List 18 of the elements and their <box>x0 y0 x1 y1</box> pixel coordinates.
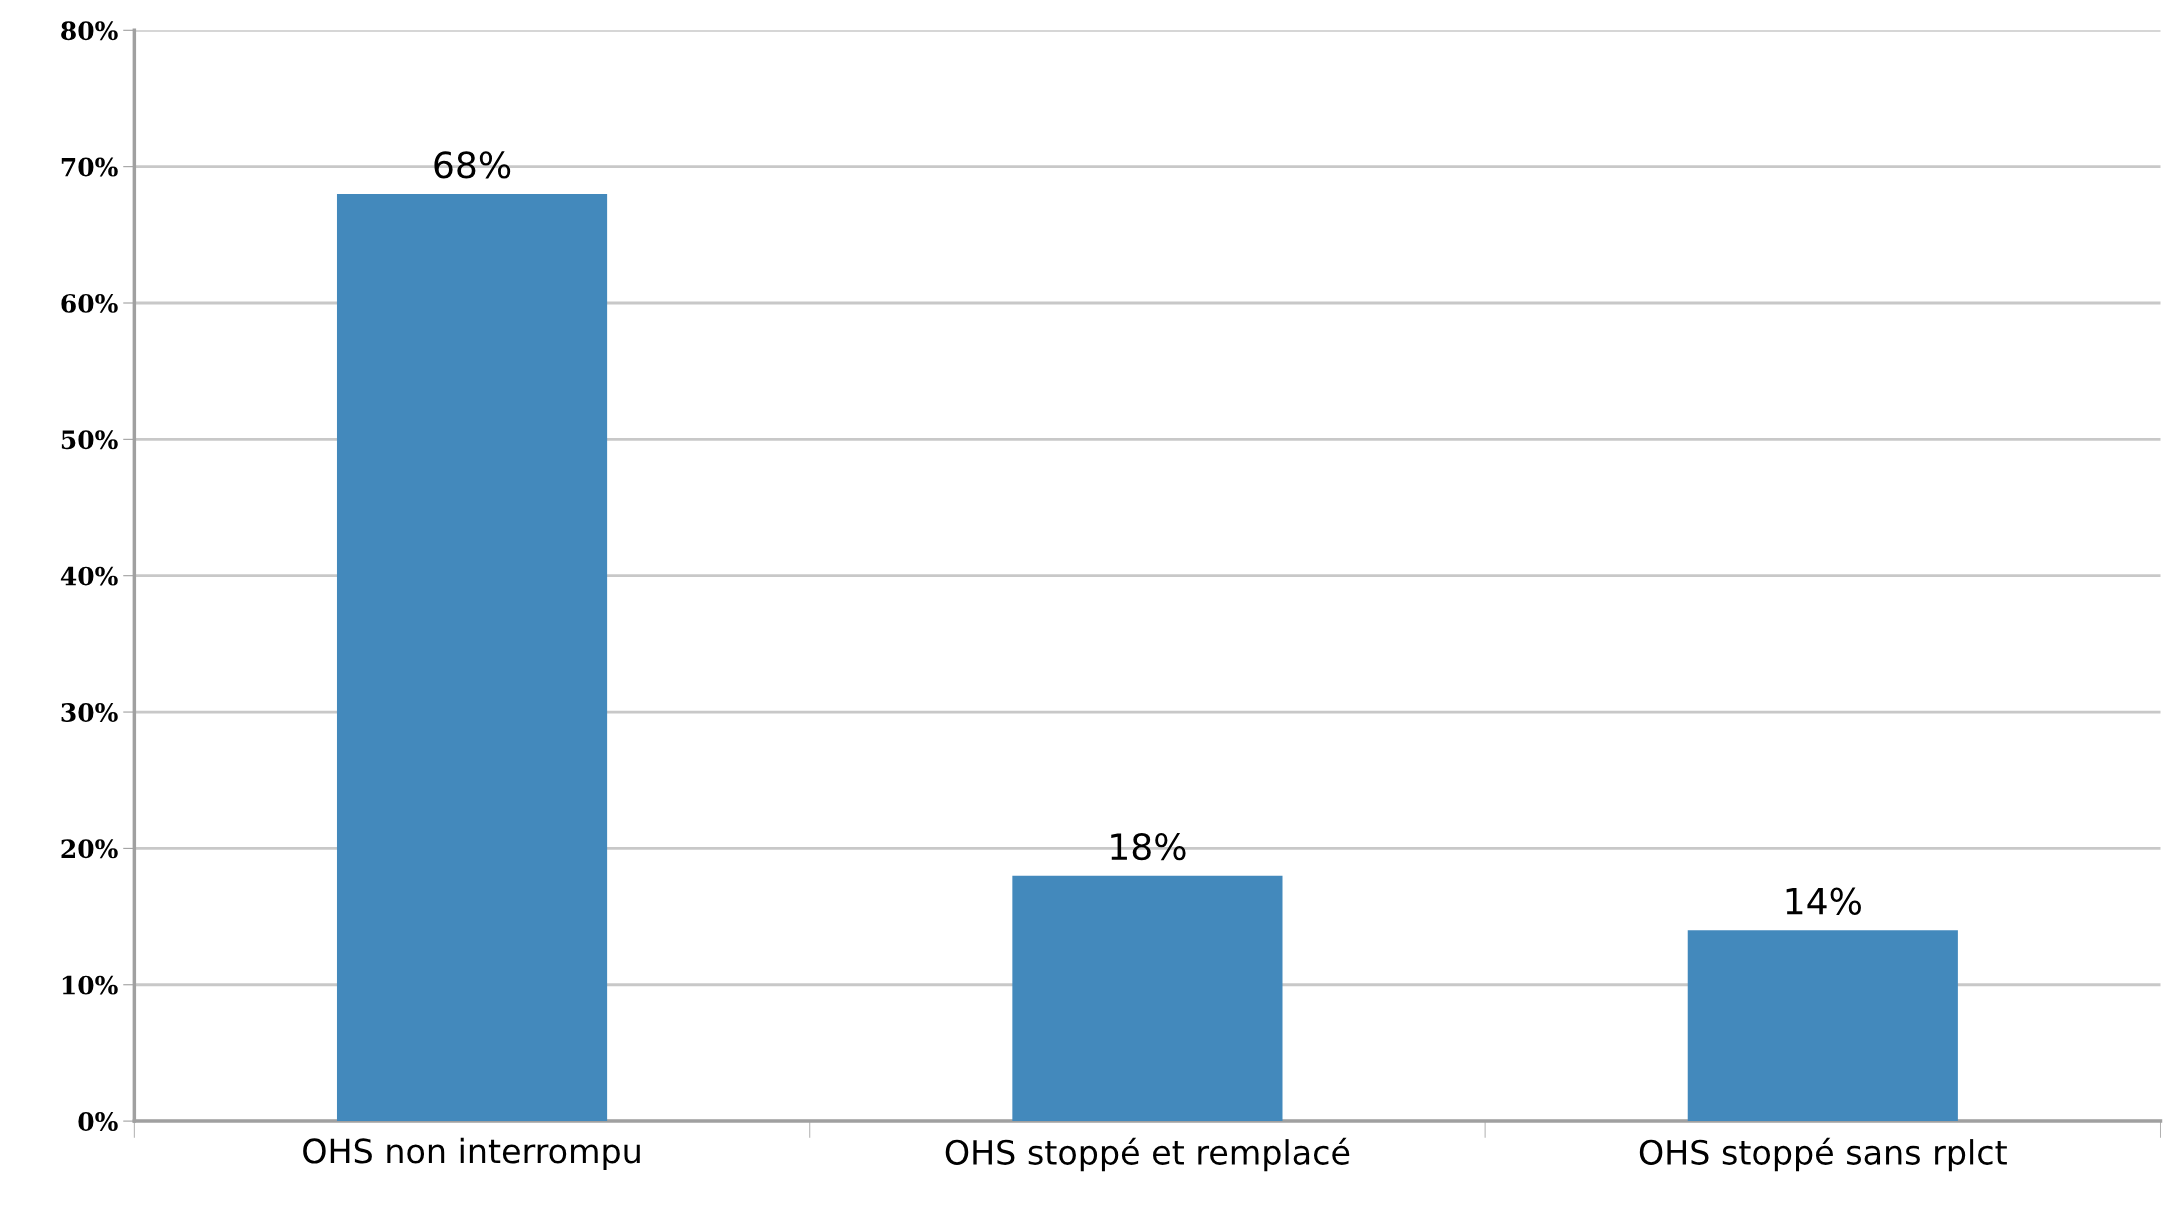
x-tick-label: OHS non interrompu <box>303 1137 640 1171</box>
y-tick-label: 50% <box>61 430 118 450</box>
data-label: 18% <box>1111 833 1186 861</box>
y-tick-label: 40% <box>60 566 118 586</box>
y-tick-label: 80% <box>61 21 118 41</box>
bar <box>336 193 608 1122</box>
x-tick-label: OHS stoppé sans rplct <box>1639 1137 2007 1172</box>
data-label: 68% <box>434 151 511 179</box>
y-tick-label: 10% <box>62 975 118 995</box>
y-tick-label: 20% <box>61 839 118 859</box>
bar <box>1687 930 1958 1122</box>
bar <box>1012 875 1283 1122</box>
y-tick-label: 60% <box>61 293 118 313</box>
data-label: 14% <box>1786 887 1861 915</box>
x-tick-label: OHS stoppé et remplacé <box>945 1137 1350 1172</box>
y-tick-label: 30% <box>61 702 118 722</box>
y-tick-label: 0% <box>78 1112 118 1131</box>
y-tick-label: 70% <box>61 157 118 177</box>
